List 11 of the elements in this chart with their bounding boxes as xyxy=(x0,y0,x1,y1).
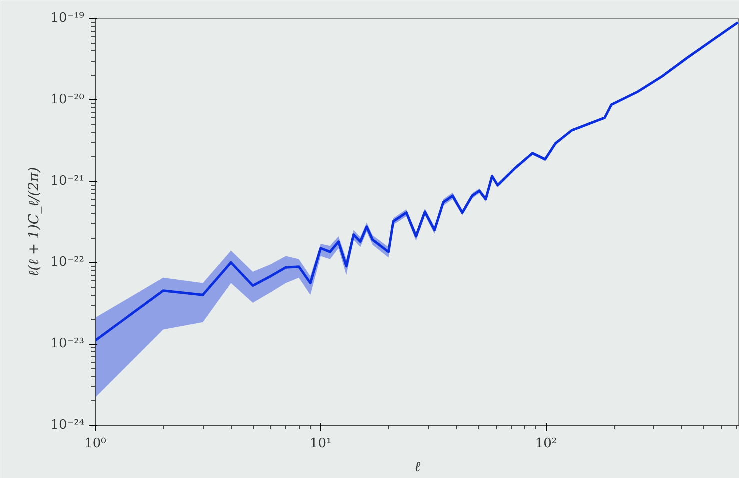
y-axis-title: ℓ(ℓ + 1)C_ℓ/(2π) xyxy=(26,167,43,277)
x-tick-label: 10⁰ xyxy=(84,436,106,452)
y-tick-label: 10⁻¹⁹ xyxy=(50,11,84,26)
y-tick-label: 10⁻²⁴ xyxy=(50,418,84,433)
x-tick-label: 10¹ xyxy=(310,436,332,452)
x-tick-label: 10² xyxy=(535,436,558,452)
y-tick-label: 10⁻²³ xyxy=(50,336,84,352)
x-axis-title: ℓ xyxy=(414,460,421,476)
y-tick-label: 10⁻²² xyxy=(50,255,84,270)
y-tick-label: 10⁻²¹ xyxy=(50,174,84,189)
y-tick-label: 10⁻²⁰ xyxy=(50,92,84,108)
